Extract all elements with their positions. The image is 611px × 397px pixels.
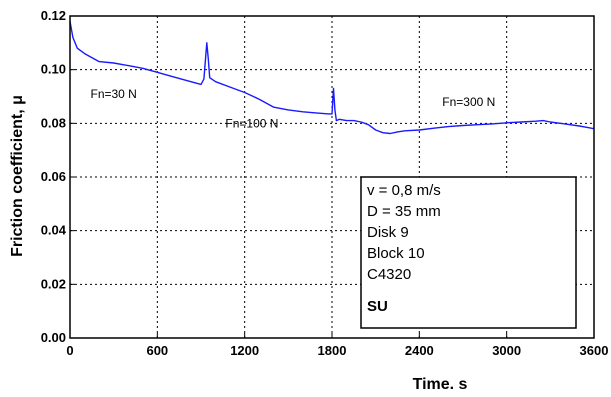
x-tick-label: 2400 [405,343,434,358]
x-axis-label: Time. s [413,376,468,393]
y-tick-label: 0.04 [41,223,67,238]
load-annotation: Fn=100 N [225,116,278,130]
y-tick-label: 0.00 [41,330,66,345]
y-tick-label: 0.06 [41,169,66,184]
x-tick-label: 3000 [492,343,521,358]
info-material: C4320 [367,266,411,283]
y-tick-label: 0.02 [41,276,66,291]
y-tick-label: 0.10 [41,62,66,77]
annotations: Fn=30 N Fn=100 N Fn=300 N [90,87,495,131]
x-axis-ticks: 0 600 1200 1800 2400 3000 3600 [66,333,608,358]
x-tick-label: 1200 [230,343,259,358]
info-condition-label: SU [367,298,388,315]
y-axis-ticks: 0.00 0.02 0.04 0.06 0.08 0.10 0.12 [41,8,75,345]
y-axis-label: Friction coefficient, μ [9,95,26,257]
x-tick-label: 600 [146,343,168,358]
load-annotation: Fn=300 N [442,95,495,109]
series-layer [69,21,595,135]
info-box-frame [360,176,577,329]
x-tick-label: 0 [66,343,73,358]
info-box: v = 0,8 m/s D = 35 mm Disk 9 Block 10 C4… [360,176,577,329]
load-annotation: Fn=30 N [90,87,136,101]
y-tick-label: 0.12 [41,8,66,23]
friction-series-line [69,21,595,135]
y-tick-label: 0.08 [41,115,66,130]
x-tick-label: 1800 [318,343,347,358]
info-diameter: D = 35 mm [367,203,441,220]
info-disk: Disk 9 [367,224,409,241]
x-tick-label: 3600 [580,343,609,358]
info-velocity: v = 0,8 m/s [367,182,441,199]
info-block: Block 10 [367,245,425,262]
